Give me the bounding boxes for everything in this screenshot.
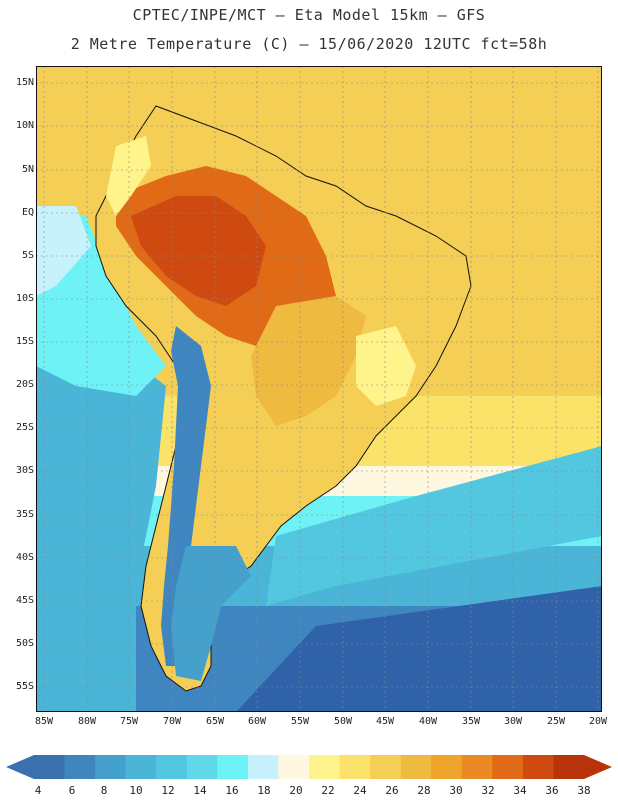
colorbar-tick: 32	[481, 784, 495, 797]
colorbar-tick: 26	[385, 784, 399, 797]
colorbar-swatch	[278, 755, 310, 779]
patagonia-cold-region	[171, 546, 251, 681]
chart-subtitle: 2 Metre Temperature (C) – 15/06/2020 12U…	[70, 35, 548, 53]
lat-label: EQ	[21, 207, 34, 218]
colorbar-swatch	[125, 755, 157, 779]
lat-label: 55S	[15, 681, 34, 692]
far-south-ocean	[236, 586, 602, 712]
lat-label: 20S	[15, 379, 34, 390]
lon-label: 55W	[290, 716, 310, 727]
lat-label: 5N	[21, 164, 34, 175]
colorbar-tick: 22	[321, 784, 335, 797]
lon-label: 25W	[546, 716, 566, 727]
chart-title: CPTEC/INPE/MCT – Eta Model 15km – GFS	[132, 6, 486, 24]
colorbar-swatch	[156, 755, 188, 779]
lon-label: 50W	[333, 716, 353, 727]
colorbar-tick: 10	[129, 784, 143, 797]
lat-gridlines	[36, 82, 602, 688]
lon-label: 70W	[162, 716, 182, 727]
colorbar	[6, 755, 612, 779]
colorbar-swatch	[400, 755, 432, 779]
colorbar-tick: 38	[577, 784, 591, 797]
pacific-pale-water	[36, 206, 91, 296]
lat-label: 25S	[15, 422, 34, 433]
lat-label: 10N	[15, 120, 34, 131]
south-atlantic-cool	[266, 446, 602, 606]
colorbar-tick: 30	[449, 784, 463, 797]
colorbar-swatch	[64, 755, 96, 779]
lon-label: 20W	[588, 716, 608, 727]
andes-cold-region	[161, 326, 211, 666]
lat-label: 5S	[21, 250, 34, 261]
lat-label: 40S	[15, 552, 34, 563]
lat-label: 10S	[15, 293, 34, 304]
lon-label: 35W	[461, 716, 481, 727]
map-frame	[36, 66, 602, 712]
brazil-warm-region	[251, 296, 366, 426]
colorbar-swatch	[461, 755, 493, 779]
colorbar-swatch	[431, 755, 463, 779]
lat-label: 30S	[15, 465, 34, 476]
amazon-hottest-region	[131, 196, 266, 306]
colorbar-over-arrow	[584, 755, 612, 779]
lat-label: 15S	[15, 336, 34, 347]
colorbar-tick: 20	[289, 784, 303, 797]
colorbar-tick: 14	[193, 784, 207, 797]
colorbar-under-arrow	[6, 755, 34, 779]
lon-label: 45W	[375, 716, 395, 727]
lon-label: 80W	[77, 716, 97, 727]
colorbar-tick: 24	[353, 784, 367, 797]
colorbar-tick: 36	[545, 784, 559, 797]
lat-label: 45S	[15, 595, 34, 606]
colorbar-swatch	[34, 755, 66, 779]
temperature-map	[36, 66, 602, 712]
colorbar-tick: 6	[68, 784, 76, 797]
lat-label: 50S	[15, 638, 34, 649]
colorbar-tick: 8	[100, 784, 108, 797]
colorbar-tick: 28	[417, 784, 431, 797]
lon-label: 60W	[247, 716, 267, 727]
southeast-brazil-cool	[356, 326, 416, 406]
lon-label: 40W	[418, 716, 438, 727]
colorbar-swatch	[339, 755, 371, 779]
colorbar-swatch	[95, 755, 127, 779]
colorbar-swatch	[553, 755, 585, 779]
colorbar-tick: 16	[225, 784, 239, 797]
lon-label: 75W	[119, 716, 139, 727]
colorbar-swatch	[492, 755, 524, 779]
colorbar-swatch	[247, 755, 279, 779]
lon-label: 30W	[503, 716, 523, 727]
colorbar-tick: 18	[257, 784, 271, 797]
colorbar-tick: 34	[513, 784, 527, 797]
northern-andes-cool	[106, 136, 151, 216]
lat-label: 35S	[15, 509, 34, 520]
colorbar-swatch	[309, 755, 341, 779]
colorbar-swatch	[370, 755, 402, 779]
colorbar-swatch	[186, 755, 218, 779]
lon-label: 65W	[205, 716, 225, 727]
colorbar-tick: 12	[161, 784, 175, 797]
lat-label: 15N	[15, 77, 34, 88]
colorbar-tick: 4	[34, 784, 42, 797]
colorbar-swatch	[522, 755, 554, 779]
colorbar-swatch	[217, 755, 249, 779]
lon-label: 85W	[34, 716, 54, 727]
